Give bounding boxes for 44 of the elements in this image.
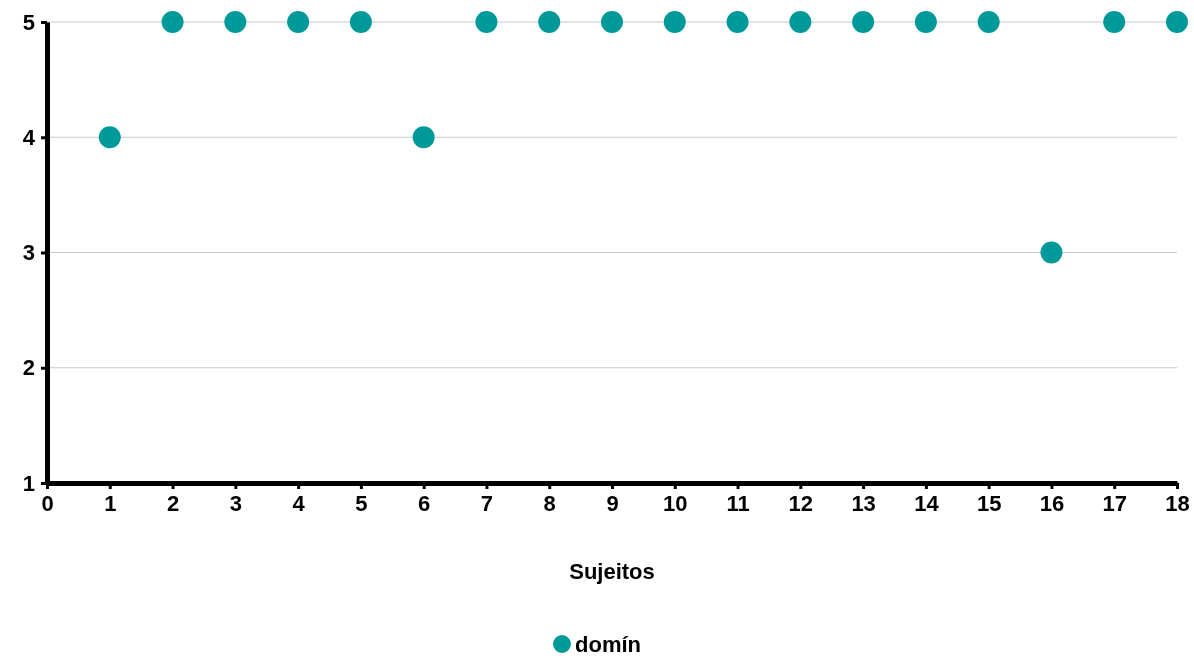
x-tick-label: 11 [726,490,750,516]
x-tick-label: 16 [1039,490,1065,516]
point [475,11,498,33]
x-tick-label: 2 [166,490,180,516]
point [412,126,435,149]
x-tick-label: 14 [914,490,940,516]
x-tick-label: 4 [292,490,306,516]
point [789,11,812,33]
x-tick-label: 7 [480,490,494,516]
x-axis-title: Sujeitos [569,559,655,584]
point [1040,241,1063,264]
x-tick-label: 17 [1102,490,1127,516]
point [161,11,184,33]
point [1166,11,1188,33]
point [98,126,121,149]
x-tick-label: 9 [606,490,619,516]
x-tick-label: 5 [355,490,368,516]
x-tick-label: 0 [41,490,54,516]
point [914,11,937,33]
y-tick-label: 4 [22,124,36,150]
y-tick-label: 2 [22,355,35,381]
x-tick-label: 1 [104,490,117,516]
x-tick-label: 13 [851,490,876,516]
point [538,11,561,33]
point [224,11,247,33]
legend-label: domín [575,632,641,656]
y-tick-label: 5 [22,9,35,35]
x-tick-label: 10 [663,490,688,516]
point [287,11,310,33]
point [1103,11,1126,33]
x-tick-label: 12 [788,490,814,516]
point [852,11,875,33]
point [726,11,749,33]
x-tick-label: 15 [976,490,1002,516]
x-tick-label: 18 [1165,490,1190,516]
x-tick-label: 8 [543,490,556,516]
x-tick-label: 3 [229,490,242,516]
point [601,11,623,33]
point [349,11,372,33]
point [663,11,686,33]
point [977,11,1000,33]
x-tick-label: 6 [418,490,431,516]
y-tick-label: 1 [22,470,35,496]
y-tick-label: 3 [22,240,35,266]
